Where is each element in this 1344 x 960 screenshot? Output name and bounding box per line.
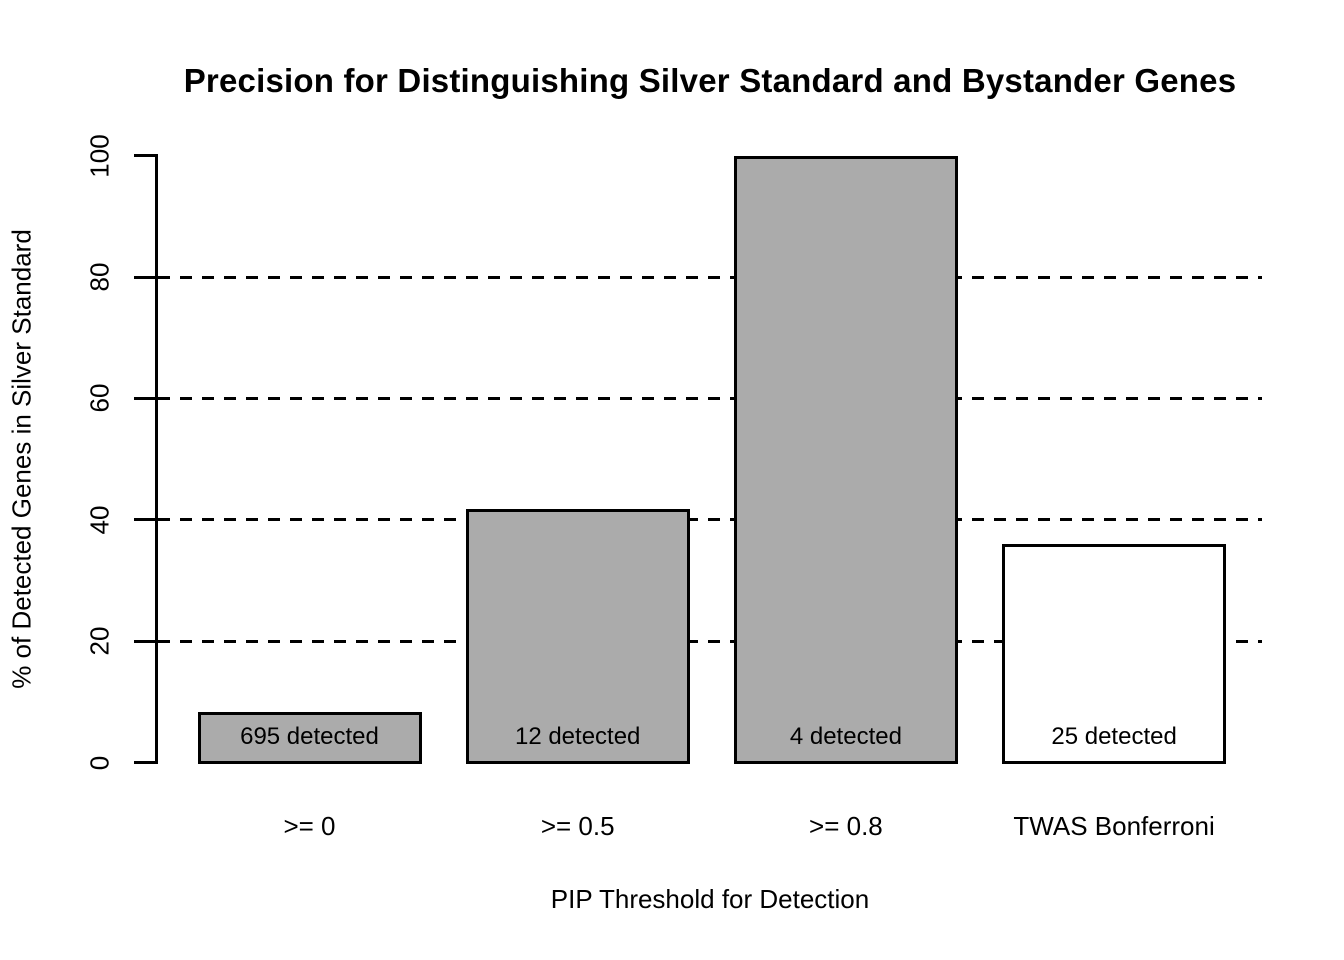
y-tick-20 — [134, 639, 158, 643]
gridline-80 — [158, 275, 1262, 279]
bar-count-label-1: 695 detected — [240, 723, 379, 750]
y-tick-40 — [134, 518, 158, 522]
y-tick-60 — [134, 396, 158, 400]
bar-count-label-2: 12 detected — [514, 723, 641, 750]
y-axis-line — [155, 154, 158, 764]
category-label-4: TWAS Bonferroni — [1013, 811, 1215, 841]
chart-title: Precision for Distinguishing Silver Stan… — [183, 62, 1237, 99]
y-tick-0 — [134, 761, 158, 764]
y-tick-label-100: 100 — [84, 133, 115, 178]
category-label-1: >= 0 — [283, 811, 336, 841]
gridline-60 — [158, 396, 1262, 400]
y-tick-100 — [134, 154, 158, 158]
bar-4 — [1002, 544, 1227, 764]
gridline-40 — [158, 518, 1262, 522]
bar-count-label-3: 4 detected — [789, 723, 902, 750]
bar-count-label-4: 25 detected — [1051, 723, 1177, 750]
bar-1 — [197, 711, 422, 764]
y-tick-label-80: 80 — [84, 262, 115, 292]
bar-3 — [733, 155, 958, 764]
y-tick-label-0: 0 — [84, 755, 115, 770]
y-tick-80 — [134, 275, 158, 279]
bar-2 — [465, 509, 690, 764]
category-label-3: >= 0.8 — [809, 811, 883, 841]
x-axis-title: PIP Threshold for Detection — [550, 884, 870, 914]
y-tick-label-20: 20 — [84, 626, 115, 656]
category-label-2: >= 0.5 — [540, 811, 615, 841]
gridline-20 — [158, 639, 1262, 643]
y-tick-label-60: 60 — [84, 383, 115, 413]
y-tick-label-40: 40 — [84, 505, 115, 535]
